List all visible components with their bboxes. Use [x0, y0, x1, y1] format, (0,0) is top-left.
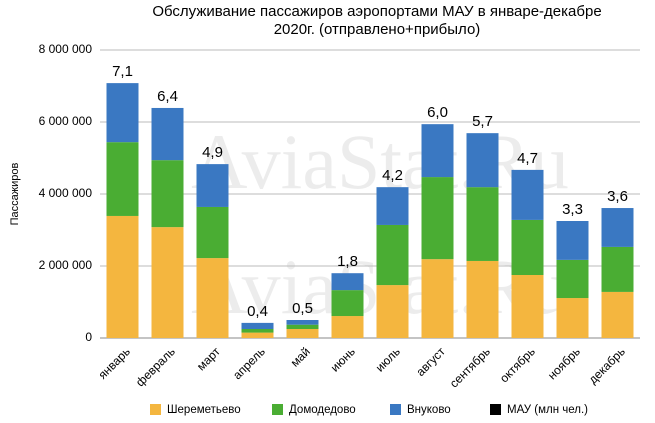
- bar-segment: [241, 329, 274, 333]
- x-tick-label: декабрь: [586, 344, 628, 386]
- bar-segment: [241, 332, 274, 338]
- legend-swatch: [490, 404, 501, 415]
- bar-segment: [376, 187, 409, 225]
- bar-segment: [196, 164, 229, 207]
- bar-segment: [151, 160, 184, 228]
- legend-label: Домодедово: [289, 404, 356, 416]
- data-label: 3,6: [607, 188, 628, 205]
- bar-segment: [241, 322, 274, 329]
- data-label: 4,9: [202, 144, 223, 161]
- y-tick-label: 2 000 000: [39, 258, 93, 272]
- legend-swatch: [272, 404, 283, 415]
- x-tick-label: апрель: [230, 344, 268, 382]
- bar-segment: [331, 316, 364, 338]
- bar-segment: [106, 215, 139, 338]
- bar-segment: [151, 227, 184, 338]
- bar-segment: [106, 142, 139, 216]
- bar-segment: [286, 324, 319, 329]
- y-axis-label: Пассажиров: [9, 162, 21, 225]
- bar-segment: [286, 329, 319, 338]
- legend-label: Шереметьево: [167, 404, 241, 416]
- data-label: 0,5: [292, 300, 313, 317]
- bar-segment: [601, 291, 634, 338]
- x-tick-label: ноябрь: [545, 344, 583, 382]
- x-tick-label: февраль: [133, 344, 178, 389]
- y-tick-label: 4 000 000: [39, 186, 93, 200]
- bar-segment: [331, 273, 364, 291]
- bar-segment: [151, 107, 184, 161]
- bar-segment: [196, 258, 229, 338]
- legend-swatch: [150, 404, 161, 415]
- bar-segment: [421, 124, 454, 178]
- data-label: 6,0: [427, 104, 448, 121]
- chart-title: 2020г. (отправлено+прибыло): [274, 21, 481, 38]
- data-label: 6,4: [157, 88, 178, 105]
- bar-segment: [511, 219, 544, 275]
- bar-segment: [601, 208, 634, 247]
- y-tick-label: 8 000 000: [39, 42, 93, 56]
- x-tick-label: август: [413, 344, 448, 379]
- data-label: 4,7: [517, 150, 538, 167]
- bar-segment: [466, 260, 499, 338]
- x-tick-label: январь: [95, 344, 132, 381]
- y-tick-label: 0: [85, 330, 92, 344]
- x-tick-label: июль: [373, 344, 403, 374]
- bar-segment: [556, 259, 589, 299]
- bar-segment: [286, 320, 319, 325]
- bar-segment: [331, 290, 364, 317]
- x-tick-label: май: [288, 344, 313, 369]
- data-label: 7,1: [112, 63, 133, 80]
- bar-segment: [511, 169, 544, 220]
- x-tick-label: март: [194, 344, 223, 373]
- bar-segment: [421, 259, 454, 338]
- x-tick-label: сентябрь: [447, 344, 493, 390]
- data-label: 4,2: [382, 167, 403, 184]
- bar-segment: [466, 187, 499, 261]
- bar-segment: [376, 224, 409, 286]
- y-tick-label: 6 000 000: [39, 114, 93, 128]
- legend-label: Внуково: [407, 404, 451, 416]
- bar-segment: [511, 275, 544, 338]
- bar-segment: [556, 221, 589, 260]
- bar-segment: [421, 177, 454, 260]
- bar-segment: [376, 285, 409, 338]
- bar-segment: [601, 246, 634, 292]
- data-label: 1,8: [337, 253, 358, 270]
- x-tick-label: июнь: [328, 344, 358, 374]
- bar-segment: [196, 206, 229, 259]
- chart-title: Обслуживание пассажиров аэропортами МАУ …: [152, 3, 601, 20]
- bar-segment: [466, 133, 499, 188]
- data-label: 0,4: [247, 303, 268, 320]
- legend-swatch: [390, 404, 401, 415]
- x-tick-label: октябрь: [497, 344, 538, 385]
- bar-segment: [106, 83, 139, 143]
- data-label: 3,3: [562, 201, 583, 218]
- bar-segment: [556, 298, 589, 338]
- legend-label: МАУ (млн чел.): [507, 404, 588, 416]
- data-label: 5,7: [472, 113, 493, 130]
